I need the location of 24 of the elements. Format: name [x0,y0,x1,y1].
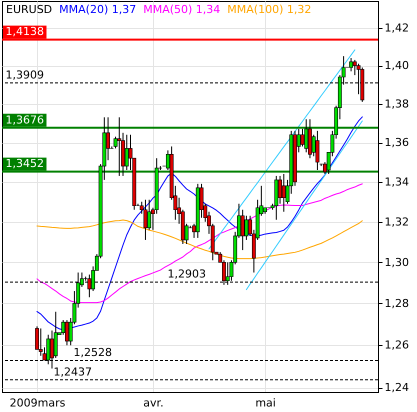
y-tick-label: 1,26 [384,338,409,352]
text: MMA(50) 1,34 [143,3,220,16]
ref-line-label: 1,2437 [54,365,92,378]
ref-line-label: 1,2528 [74,346,112,359]
y-tick-label: 1,34 [384,175,409,188]
y-tick-label: 1,36 [384,136,409,150]
y-tick-label: 1,42 [384,21,409,34]
x-tick-label: 2009mars [10,396,66,410]
y-tick-label: 1,24 [384,381,409,394]
x-tick-label: avr. [143,396,164,410]
text: MMA(100) 1,32 [227,3,312,16]
x-tick-label: mai [255,396,276,410]
y-tick-label: 1,28 [384,296,409,310]
ref-line-label: 1,3676 [6,113,44,126]
chart-title: EURUSD [6,3,52,16]
y-tick-label: 1,32 [384,215,409,228]
ref-line-label: 1,4138 [6,25,44,38]
ref-line-label: 1,3452 [6,157,44,170]
ref-line-label: 1,3909 [6,68,44,82]
y-tick-label: 1,30 [384,256,409,269]
y-tick-label: 1,38 [384,97,409,110]
ref-line-label: 1,2903 [168,268,206,281]
text: MMA(20) 1,37 [59,3,136,16]
y-tick-label: 1,40 [384,59,409,72]
